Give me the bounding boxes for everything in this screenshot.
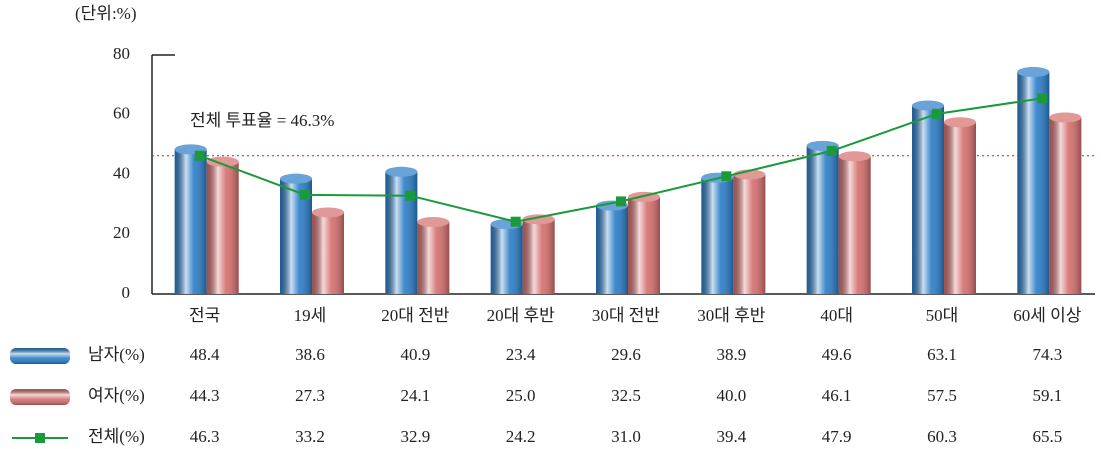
bar-cap-shine xyxy=(522,214,555,225)
table-value: 63.1 xyxy=(927,345,957,364)
legend-label: 남자(%) xyxy=(88,345,145,364)
table-value: 29.6 xyxy=(611,345,641,364)
bar-cap xyxy=(944,117,976,128)
bar-cap xyxy=(1017,67,1050,78)
bar-shine xyxy=(596,205,628,294)
table-value: 25.0 xyxy=(506,386,536,405)
bar-cap-shine xyxy=(912,100,944,111)
line-marker xyxy=(721,171,732,182)
x-tick-label: 60세 이상 xyxy=(1013,306,1082,325)
x-tick-label: 20대 전반 xyxy=(381,306,450,325)
bar-cap xyxy=(417,217,450,228)
line-marker xyxy=(510,216,521,227)
bar-cap-shine xyxy=(280,173,312,184)
bar-shine xyxy=(1049,117,1082,294)
bar-cap xyxy=(1049,112,1082,123)
bar-cap-shine xyxy=(1017,67,1050,78)
annotation: 전체 투표율 = 46.3% xyxy=(190,111,334,130)
x-tick-label: 40대 xyxy=(820,306,853,325)
bar-cap-shine xyxy=(417,217,450,228)
line-marker xyxy=(1037,93,1048,104)
y-tick-label: 0 xyxy=(122,283,131,302)
y-axis-label: (단위:%) xyxy=(75,4,137,23)
bar-shine xyxy=(174,149,207,294)
table-value: 32.9 xyxy=(400,427,430,446)
bar-shine xyxy=(838,156,871,294)
table-value: 24.2 xyxy=(506,427,536,446)
bar-cap-shine xyxy=(312,207,344,218)
table-value: 24.1 xyxy=(400,386,430,405)
bar-cap xyxy=(280,173,312,184)
bar-shine xyxy=(733,174,766,294)
bar-shine xyxy=(490,224,523,294)
table-value: 57.5 xyxy=(927,386,957,405)
bar-shine xyxy=(806,145,839,294)
bar-shine xyxy=(522,219,555,294)
bar-shine xyxy=(312,212,344,294)
bar-cap xyxy=(838,151,871,162)
bar-shine xyxy=(628,196,660,294)
bar-cap xyxy=(385,166,418,177)
bar-cap xyxy=(522,214,555,225)
table-value: 31.0 xyxy=(611,427,641,446)
line-marker xyxy=(932,108,942,119)
table-value: 38.6 xyxy=(295,345,325,364)
legend-label: 여자(%) xyxy=(88,386,145,405)
legend-swatch-shine xyxy=(10,389,70,405)
bar-cap-shine xyxy=(1049,112,1082,123)
bar-cap xyxy=(206,156,239,167)
bar-cap-shine xyxy=(944,117,976,128)
table-value: 44.3 xyxy=(190,386,220,405)
bar-shine xyxy=(944,122,976,294)
table-value: 40.9 xyxy=(400,345,430,364)
bar-shine xyxy=(912,105,944,295)
table-value: 27.3 xyxy=(295,386,325,405)
table-value: 74.3 xyxy=(1032,345,1062,364)
bar-shine xyxy=(206,161,239,294)
bar-shine xyxy=(385,171,418,294)
bar-cap xyxy=(312,207,344,218)
table-value: 23.4 xyxy=(506,345,536,364)
bar-cap-shine xyxy=(385,166,418,177)
legend-marker xyxy=(35,433,45,443)
y-tick-label: 60 xyxy=(113,104,130,123)
line-marker xyxy=(300,189,310,200)
table-value: 65.5 xyxy=(1032,427,1062,446)
legend-swatch-shine xyxy=(10,348,70,364)
line-marker xyxy=(194,150,205,161)
x-tick-label: 19세 xyxy=(294,306,327,325)
bar-shine xyxy=(701,177,734,294)
table-value: 46.3 xyxy=(190,427,220,446)
x-tick-label: 20대 후반 xyxy=(487,306,556,325)
bar-shine xyxy=(417,222,450,294)
table-value: 47.9 xyxy=(822,427,852,446)
table-value: 32.5 xyxy=(611,386,641,405)
y-tick-label: 40 xyxy=(113,163,130,182)
table-value: 60.3 xyxy=(927,427,957,446)
y-tick-label: 20 xyxy=(113,223,130,242)
x-tick-label: 50대 xyxy=(926,306,959,325)
table-value: 59.1 xyxy=(1032,386,1062,405)
table-value: 38.9 xyxy=(716,345,746,364)
table-value: 48.4 xyxy=(190,345,220,364)
x-tick-label: 전국 xyxy=(189,306,220,325)
table-value: 33.2 xyxy=(295,427,325,446)
table-value: 40.0 xyxy=(716,386,746,405)
x-tick-label: 30대 후반 xyxy=(697,306,766,325)
line-marker xyxy=(405,190,416,201)
line-marker xyxy=(826,145,837,156)
y-tick-label: 80 xyxy=(113,44,130,63)
table-value: 46.1 xyxy=(822,386,852,405)
bar-cap-shine xyxy=(206,156,239,167)
bar-shine xyxy=(1017,72,1050,294)
bar-cap xyxy=(912,100,944,111)
legend-label: 전체(%) xyxy=(88,427,145,446)
line-marker xyxy=(616,196,626,207)
table-value: 39.4 xyxy=(716,427,746,446)
table-value: 49.6 xyxy=(822,345,852,364)
bar-cap-shine xyxy=(838,151,871,162)
x-tick-label: 30대 전반 xyxy=(592,306,661,325)
